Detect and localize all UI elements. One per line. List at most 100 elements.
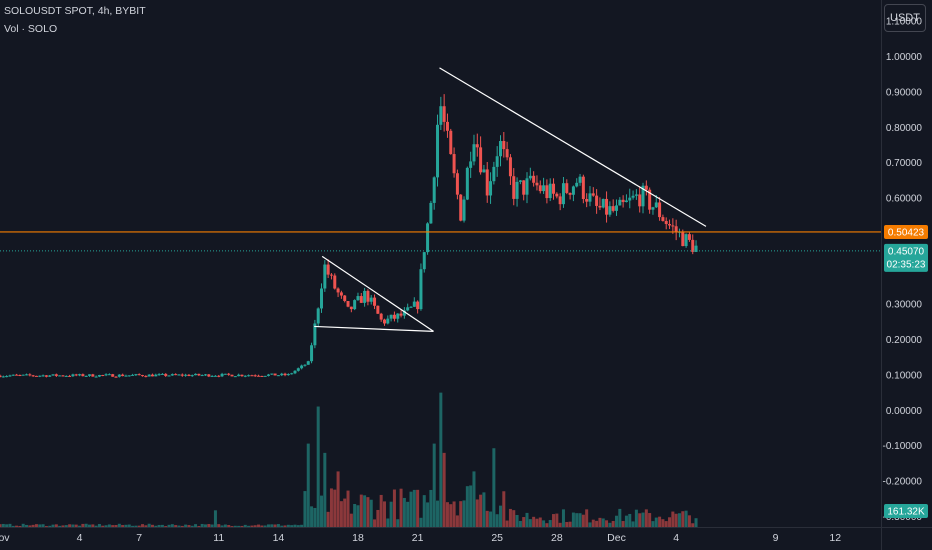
price-axis-label: 1.00000 xyxy=(886,52,923,63)
candle-body xyxy=(263,375,267,377)
volume-bar xyxy=(270,524,274,527)
candle xyxy=(402,307,406,319)
volume-bar xyxy=(489,511,493,527)
volume-bar xyxy=(555,513,559,527)
time-axis-label: Dec xyxy=(607,532,626,544)
candle xyxy=(542,177,546,194)
candle xyxy=(465,166,469,201)
candle xyxy=(508,154,512,185)
candle-body xyxy=(127,375,131,377)
candle-body xyxy=(687,234,691,240)
volume-bar xyxy=(601,518,605,527)
volume-bar xyxy=(91,524,95,527)
candle-body xyxy=(260,375,264,377)
volume-bar xyxy=(485,510,489,527)
candle-body xyxy=(200,375,204,377)
currency-button[interactable]: USDT xyxy=(884,4,926,32)
price-axis-label: 0.80000 xyxy=(886,123,923,134)
volume-bar xyxy=(392,489,396,527)
candle-body xyxy=(68,375,72,377)
volume-bar xyxy=(674,513,678,527)
volume-bar xyxy=(131,525,135,527)
candle-body xyxy=(462,199,466,221)
candle-body xyxy=(349,306,353,310)
candle-body xyxy=(180,374,184,376)
candle-body xyxy=(359,296,363,303)
candle-body xyxy=(681,231,685,247)
volume-bar xyxy=(581,514,585,527)
volume-bar xyxy=(558,522,562,527)
volume-bar xyxy=(439,392,443,527)
candle-body xyxy=(11,374,15,376)
candle-body xyxy=(54,374,58,376)
candle xyxy=(41,374,45,377)
volume-bar xyxy=(144,525,148,527)
candle-body xyxy=(310,345,314,362)
candle xyxy=(94,375,98,378)
candle xyxy=(71,373,75,377)
candle xyxy=(197,373,201,377)
candle-body xyxy=(492,166,496,182)
volume-bar xyxy=(339,501,343,527)
candle-body xyxy=(399,313,403,316)
volume-bar xyxy=(323,452,327,527)
volume-bar xyxy=(253,525,257,527)
volume-bar xyxy=(64,525,68,527)
volume-tag-bg xyxy=(884,504,928,518)
candle-body xyxy=(412,301,416,307)
candle-body xyxy=(97,375,101,377)
candle-body xyxy=(422,252,426,270)
volume-bar xyxy=(111,525,115,527)
candle xyxy=(353,299,357,311)
volume-bar xyxy=(217,524,221,527)
candle xyxy=(472,134,476,166)
falling-wedge-lower xyxy=(314,325,434,333)
candle-body xyxy=(94,376,98,378)
volume-bar xyxy=(595,520,599,527)
candle xyxy=(399,310,403,318)
candle-body xyxy=(147,374,151,377)
volume-bar xyxy=(452,501,456,527)
candle xyxy=(0,374,2,378)
candle xyxy=(615,199,619,216)
time-axis-label: 11 xyxy=(213,532,224,544)
price-axis-label: 0.60000 xyxy=(886,194,923,205)
candle xyxy=(482,164,486,173)
candle-body xyxy=(91,374,95,377)
candle-body xyxy=(426,223,430,253)
candle-body xyxy=(283,373,287,376)
candle xyxy=(585,193,589,208)
volume-bar xyxy=(512,510,516,527)
candle xyxy=(346,300,350,308)
volume-bar xyxy=(78,525,82,527)
volume-bar xyxy=(210,524,214,527)
volume-bar xyxy=(194,524,198,527)
volume-bar xyxy=(154,525,158,527)
time-axis[interactable]: ov 4 7 11 14 18 21 25 28 Dec 4 9 12 xyxy=(0,532,841,544)
candle-body xyxy=(184,374,188,376)
candle-body xyxy=(568,192,572,195)
candle-body xyxy=(290,373,294,375)
volume-bar xyxy=(681,511,685,527)
candle xyxy=(581,174,585,204)
candle-body xyxy=(668,224,672,226)
candle xyxy=(61,375,65,377)
volume-bar xyxy=(502,491,506,527)
candle-body xyxy=(369,297,373,302)
volume-bar xyxy=(508,508,512,527)
volume-bar xyxy=(164,526,168,527)
volume-bar xyxy=(505,520,509,527)
candle-body xyxy=(505,149,509,158)
volume-bar xyxy=(320,495,324,527)
candle xyxy=(382,318,386,326)
candle xyxy=(359,292,363,303)
candle-body xyxy=(144,376,148,378)
candle xyxy=(286,373,290,376)
candle-body xyxy=(346,300,350,307)
volume-bar xyxy=(445,502,449,527)
price-axis[interactable]: 1.10000 1.00000 0.90000 0.80000 0.70000 0.600… xyxy=(883,17,923,523)
volume-bar xyxy=(306,443,310,527)
time-axis-label: 7 xyxy=(136,532,142,544)
candle-body xyxy=(117,374,121,377)
